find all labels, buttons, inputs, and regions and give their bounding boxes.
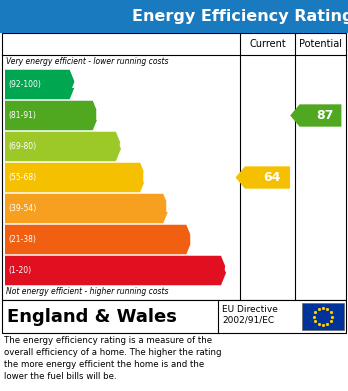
Text: (39-54): (39-54) xyxy=(8,204,36,213)
Polygon shape xyxy=(236,166,290,189)
Text: (21-38): (21-38) xyxy=(8,235,36,244)
Text: The energy efficiency rating is a measure of the
overall efficiency of a home. T: The energy efficiency rating is a measur… xyxy=(4,336,221,382)
Polygon shape xyxy=(5,194,169,223)
Text: England & Wales: England & Wales xyxy=(7,307,177,325)
Polygon shape xyxy=(5,163,146,192)
Text: C: C xyxy=(118,140,128,154)
Polygon shape xyxy=(5,225,192,254)
Text: A: A xyxy=(72,77,82,91)
Text: Potential: Potential xyxy=(299,39,342,49)
Polygon shape xyxy=(5,256,227,285)
Polygon shape xyxy=(5,132,122,161)
Text: Energy Efficiency Rating: Energy Efficiency Rating xyxy=(132,9,348,24)
Text: 64: 64 xyxy=(263,171,280,184)
Text: 87: 87 xyxy=(316,109,333,122)
Text: B: B xyxy=(95,108,105,122)
Text: (92-100): (92-100) xyxy=(8,80,41,89)
Text: Very energy efficient - lower running costs: Very energy efficient - lower running co… xyxy=(6,57,168,66)
Text: F: F xyxy=(188,233,198,246)
Polygon shape xyxy=(5,101,99,130)
Text: G: G xyxy=(223,264,234,278)
Polygon shape xyxy=(290,104,341,127)
Text: E: E xyxy=(165,201,175,215)
Bar xyxy=(2,33,346,300)
Text: (55-68): (55-68) xyxy=(8,173,36,182)
Polygon shape xyxy=(5,70,76,99)
Text: (69-80): (69-80) xyxy=(8,142,36,151)
Bar xyxy=(302,303,344,330)
Text: (81-91): (81-91) xyxy=(8,111,36,120)
Text: D: D xyxy=(142,170,153,185)
Text: Not energy efficient - higher running costs: Not energy efficient - higher running co… xyxy=(6,287,168,296)
Text: (1-20): (1-20) xyxy=(8,266,31,275)
Text: EU Directive
2002/91/EC: EU Directive 2002/91/EC xyxy=(222,305,278,324)
Bar xyxy=(2,300,346,333)
Bar xyxy=(0,0,348,33)
Text: Current: Current xyxy=(249,39,286,49)
